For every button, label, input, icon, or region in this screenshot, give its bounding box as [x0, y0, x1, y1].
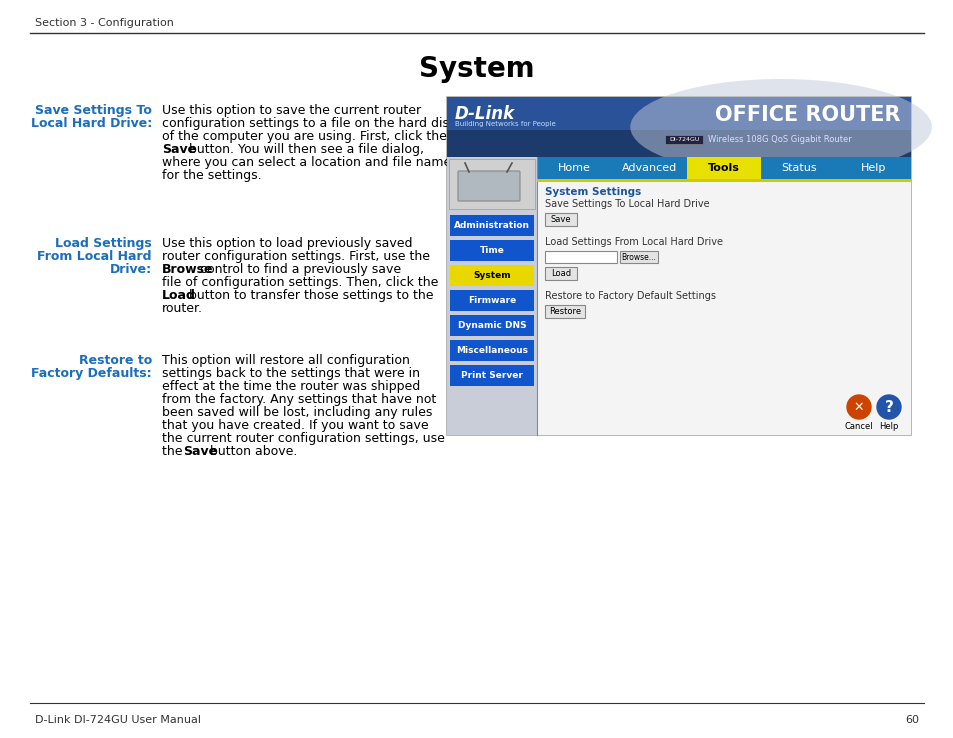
Text: Cancel: Cancel — [843, 422, 872, 431]
Text: This option will restore all configuration: This option will restore all configurati… — [162, 354, 410, 367]
Text: button above.: button above. — [206, 445, 297, 458]
Text: Load: Load — [551, 269, 571, 278]
Text: DI-724GU: DI-724GU — [668, 137, 699, 142]
Text: that you have created. If you want to save: that you have created. If you want to sa… — [162, 419, 428, 432]
Bar — [450, 265, 534, 286]
Text: of the computer you are using. First, click the: of the computer you are using. First, cl… — [162, 130, 446, 143]
Text: Status: Status — [781, 163, 816, 173]
Text: Time: Time — [479, 246, 504, 255]
Text: Factory Defaults:: Factory Defaults: — [31, 367, 152, 380]
Text: System: System — [418, 55, 535, 83]
Text: Restore to Factory Default Settings: Restore to Factory Default Settings — [544, 291, 716, 301]
Bar — [450, 340, 534, 361]
Text: Wireless 108G QoS Gigabit Router: Wireless 108G QoS Gigabit Router — [707, 135, 851, 144]
Text: from the factory. Any settings that have not: from the factory. Any settings that have… — [162, 393, 436, 406]
Bar — [450, 365, 534, 386]
Bar — [450, 290, 534, 311]
Bar — [450, 215, 534, 236]
Text: the: the — [162, 445, 186, 458]
Text: router.: router. — [162, 302, 203, 315]
Text: System: System — [473, 271, 510, 280]
Bar — [544, 305, 584, 318]
Text: ?: ? — [883, 399, 893, 415]
Text: Browse...: Browse... — [621, 252, 656, 261]
Bar — [544, 213, 577, 226]
Circle shape — [876, 395, 900, 419]
Text: Building Networks for People: Building Networks for People — [455, 121, 556, 127]
Bar — [686, 157, 760, 179]
Bar — [447, 157, 537, 435]
Text: Restore to: Restore to — [79, 354, 152, 367]
Bar — [449, 159, 535, 209]
Text: OFFICE ROUTER: OFFICE ROUTER — [715, 105, 900, 125]
Bar — [537, 182, 910, 435]
Text: Save: Save — [162, 143, 196, 156]
Text: control to find a previously save: control to find a previously save — [195, 263, 400, 276]
Text: Firmware: Firmware — [467, 296, 516, 305]
Bar — [664, 135, 702, 144]
Text: Advanced: Advanced — [621, 163, 676, 173]
Text: Use this option to load previously saved: Use this option to load previously saved — [162, 237, 412, 250]
Text: effect at the time the router was shipped: effect at the time the router was shippe… — [162, 380, 420, 393]
Bar — [447, 97, 910, 435]
Text: Miscellaneous: Miscellaneous — [456, 346, 527, 355]
Text: Administration: Administration — [454, 221, 530, 230]
Text: Save Settings To Local Hard Drive: Save Settings To Local Hard Drive — [544, 199, 709, 209]
Text: Use this option to save the current router: Use this option to save the current rout… — [162, 104, 420, 117]
Text: settings back to the settings that were in: settings back to the settings that were … — [162, 367, 419, 380]
Text: 60: 60 — [904, 715, 918, 725]
Circle shape — [846, 395, 870, 419]
Text: Browse: Browse — [162, 263, 213, 276]
Ellipse shape — [630, 79, 931, 175]
Bar — [544, 267, 577, 280]
Text: Restore: Restore — [548, 307, 580, 316]
Text: Dynamic DNS: Dynamic DNS — [457, 321, 526, 330]
Text: where you can select a location and file name: where you can select a location and file… — [162, 156, 451, 169]
Text: Section 3 - Configuration: Section 3 - Configuration — [35, 18, 173, 28]
Text: D-Link DI-724GU User Manual: D-Link DI-724GU User Manual — [35, 715, 201, 725]
Text: button. You will then see a file dialog,: button. You will then see a file dialog, — [185, 143, 423, 156]
Text: ✕: ✕ — [853, 401, 863, 413]
FancyBboxPatch shape — [457, 171, 519, 201]
Text: Local Hard Drive:: Local Hard Drive: — [30, 117, 152, 130]
Text: Save Settings To: Save Settings To — [35, 104, 152, 117]
Text: Save: Save — [550, 215, 571, 224]
Text: Load Settings: Load Settings — [55, 237, 152, 250]
Text: Load Settings From Local Hard Drive: Load Settings From Local Hard Drive — [544, 237, 722, 247]
Text: router configuration settings. First, use the: router configuration settings. First, us… — [162, 250, 430, 263]
Text: Help: Help — [879, 422, 898, 431]
Text: Tools: Tools — [707, 163, 740, 173]
Text: Drive:: Drive: — [110, 263, 152, 276]
Text: file of configuration settings. Then, click the: file of configuration settings. Then, cl… — [162, 276, 438, 289]
Bar — [450, 315, 534, 336]
Text: been saved will be lost, including any rules: been saved will be lost, including any r… — [162, 406, 432, 419]
Text: configuration settings to a file on the hard disk: configuration settings to a file on the … — [162, 117, 456, 130]
Bar — [450, 240, 534, 261]
Text: button to transfer those settings to the: button to transfer those settings to the — [185, 289, 433, 302]
Text: D-Link: D-Link — [455, 105, 515, 123]
Text: Help: Help — [860, 163, 885, 173]
Text: Home: Home — [558, 163, 590, 173]
Text: Print Server: Print Server — [460, 371, 522, 380]
Bar — [447, 97, 910, 130]
Bar — [544, 251, 617, 263]
Bar — [537, 157, 910, 179]
Bar — [537, 179, 910, 182]
Text: Load: Load — [162, 289, 195, 302]
Text: System Settings: System Settings — [544, 187, 640, 197]
Text: From Local Hard: From Local Hard — [37, 250, 152, 263]
Text: the current router configuration settings, use: the current router configuration setting… — [162, 432, 444, 445]
Bar — [447, 97, 910, 157]
Text: Save: Save — [183, 445, 217, 458]
Text: for the settings.: for the settings. — [162, 169, 261, 182]
Bar — [619, 251, 658, 263]
